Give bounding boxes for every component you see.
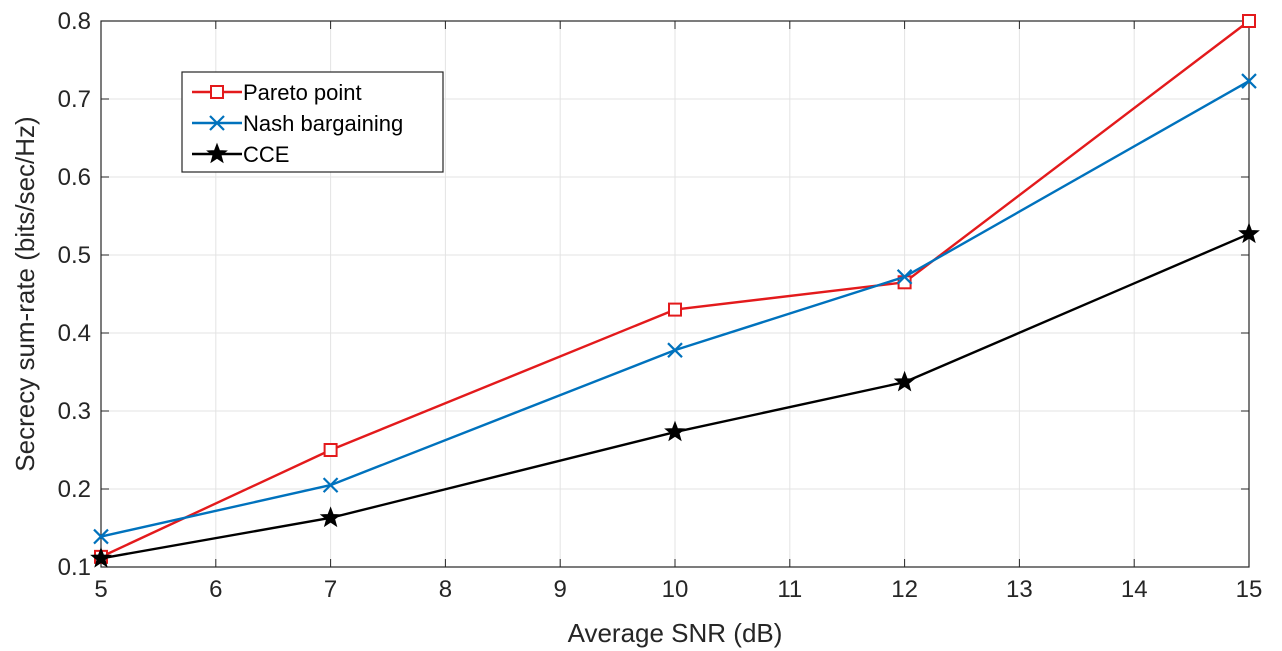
legend-item-pareto-point: Pareto point bbox=[192, 80, 362, 105]
data-point-pareto-point bbox=[668, 302, 682, 317]
x-tick-label: 7 bbox=[324, 576, 337, 603]
y-axis-label: Secrecy sum-rate (bits/sec/Hz) bbox=[10, 116, 40, 471]
data-point-nash-bargaining bbox=[1241, 73, 1257, 89]
y-tick-label: 0.3 bbox=[58, 398, 91, 425]
x-tick-label: 15 bbox=[1236, 576, 1263, 603]
y-tick-label: 0.4 bbox=[58, 320, 91, 347]
y-tick-label: 0.1 bbox=[58, 554, 91, 581]
marker-stroke bbox=[896, 269, 913, 285]
series-cce bbox=[90, 222, 1260, 568]
y-tick-label: 0.5 bbox=[58, 242, 91, 269]
x-tick-label: 8 bbox=[439, 576, 452, 603]
x-tick-label: 12 bbox=[891, 576, 918, 603]
legend-label: Nash bargaining bbox=[243, 111, 403, 136]
legend-label: Pareto point bbox=[243, 80, 362, 105]
series-group bbox=[90, 14, 1260, 568]
legend-swatch-marker bbox=[206, 142, 228, 164]
legend-label: CCE bbox=[243, 142, 289, 167]
series-nash-bargaining bbox=[93, 73, 1257, 545]
y-tick-label: 0.8 bbox=[58, 8, 91, 35]
legend: Pareto point Nash bargaining CCE bbox=[181, 71, 444, 173]
marker-stroke bbox=[1241, 73, 1257, 89]
marker-stroke bbox=[322, 477, 339, 493]
y-tick-label: 0.7 bbox=[58, 86, 91, 113]
data-point-nash-bargaining bbox=[667, 342, 683, 358]
data-point-cce bbox=[319, 506, 342, 528]
data-point-nash-bargaining bbox=[93, 528, 109, 545]
data-point-cce bbox=[664, 420, 686, 442]
data-point-cce bbox=[893, 370, 916, 392]
data-point-nash-bargaining bbox=[322, 477, 339, 493]
marker-stroke bbox=[667, 342, 683, 358]
axes: 5 6 7 8 9 10 11 12 13 14 15 0.1 0.2 0.3 0.4 0.5 0.6 0.7 0.… bbox=[58, 8, 1263, 603]
x-tick-label: 14 bbox=[1121, 576, 1148, 603]
legend-swatch-marker bbox=[209, 115, 225, 131]
legend-swatch-marker bbox=[210, 85, 224, 99]
data-point-pareto-point bbox=[323, 443, 338, 457]
x-tick-label: 5 bbox=[94, 576, 107, 603]
marker-stroke bbox=[93, 528, 109, 545]
data-point-cce bbox=[90, 546, 112, 568]
x-tick-label: 10 bbox=[662, 576, 689, 603]
x-tick-label: 6 bbox=[209, 576, 222, 603]
x-tick-label: 11 bbox=[777, 576, 802, 603]
x-tick-label: 9 bbox=[554, 576, 567, 603]
legend-item-cce: CCE bbox=[192, 142, 289, 167]
x-tick-label: 13 bbox=[1006, 576, 1033, 603]
y-tick-label: 0.6 bbox=[58, 164, 91, 191]
data-point-cce bbox=[1238, 222, 1260, 244]
marker-stroke bbox=[209, 115, 225, 131]
legend-item-nash-bargaining: Nash bargaining bbox=[192, 111, 403, 136]
x-axis-label: Average SNR (dB) bbox=[568, 618, 783, 648]
y-tick-label: 0.2 bbox=[58, 476, 91, 503]
data-point-nash-bargaining bbox=[896, 269, 913, 285]
data-point-pareto-point bbox=[1242, 14, 1256, 28]
